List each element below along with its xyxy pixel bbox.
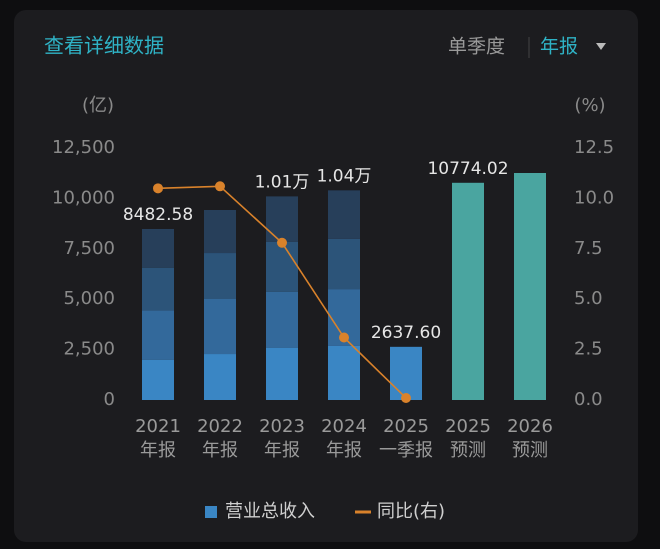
x-tick-label: 一季报 [379,440,433,461]
x-tick-label: 年报 [264,440,300,461]
y-tick-label: 2,500 [63,339,115,360]
bar-segment [142,228,174,268]
y-tick-label: 0 [104,389,115,410]
bar-segment [204,298,236,355]
data-label: 1.04万 [317,166,372,186]
line-point [401,392,411,403]
bar-segment [142,267,174,311]
dropdown-arrow[interactable] [596,43,606,50]
x-tick-label: 2021 [135,416,181,437]
data-label: 2637.60 [371,323,441,343]
data-label: 10774.02 [427,159,508,179]
x-tick-label: 2024 [321,416,367,437]
y2-tick-label: 12.5 [574,137,614,158]
line-point [215,181,225,192]
y2-tick-label: 2.5 [574,339,603,360]
bar-segment [266,347,298,400]
x-tick-label: 预测 [512,440,548,461]
x-tick-label: 2026 [507,416,553,437]
legend-label: 营业总收入 [225,501,315,522]
bar-segment [328,190,360,239]
bar-segment [142,310,174,360]
y-unit: (亿) [82,95,114,116]
data-label: 1.01万 [255,172,310,192]
line-point [339,332,349,343]
bar-segment [514,172,546,400]
card [14,10,638,542]
line-point [277,237,287,248]
legend-swatch [205,506,217,518]
line-point [153,183,163,194]
bar-segment [266,241,298,292]
bar-segment [328,238,360,290]
bar-segment [452,182,484,400]
bar-segment [390,346,422,400]
x-tick-label: 年报 [202,440,238,461]
y2-tick-label: 10.0 [574,187,614,208]
bar-segment [328,345,360,400]
y2-tick-label: 5.0 [574,288,603,309]
card-title[interactable]: 查看详细数据 [44,34,164,58]
x-tick-label: 2025 [383,416,429,437]
y2-tick-label: 0.0 [574,389,603,410]
y-tick-label: 12,500 [52,137,115,158]
bar-segment [204,209,236,254]
y-tick-label: 5,000 [63,288,115,309]
x-tick-label: 2025 [445,416,491,437]
tab[interactable]: 单季度 [448,36,505,58]
y-tick-label: 10,000 [52,187,115,208]
y-tick-label: 7,500 [63,238,115,259]
x-tick-label: 预测 [450,440,486,461]
x-tick-label: 年报 [140,440,176,461]
data-label: 8482.58 [123,205,193,225]
legend-label: 同比(右) [377,501,445,522]
bar-segment [142,359,174,400]
bar-segment [266,196,298,242]
x-tick-label: 2022 [197,416,243,437]
tab-active[interactable]: 年报 [540,36,578,58]
bar-segment [204,253,236,299]
bar-segment [266,291,298,348]
x-tick-label: 2023 [259,416,305,437]
y2-unit: (%) [574,95,605,116]
x-tick-label: 年报 [326,440,362,461]
bar-segment [204,354,236,400]
y2-tick-label: 7.5 [574,238,603,259]
